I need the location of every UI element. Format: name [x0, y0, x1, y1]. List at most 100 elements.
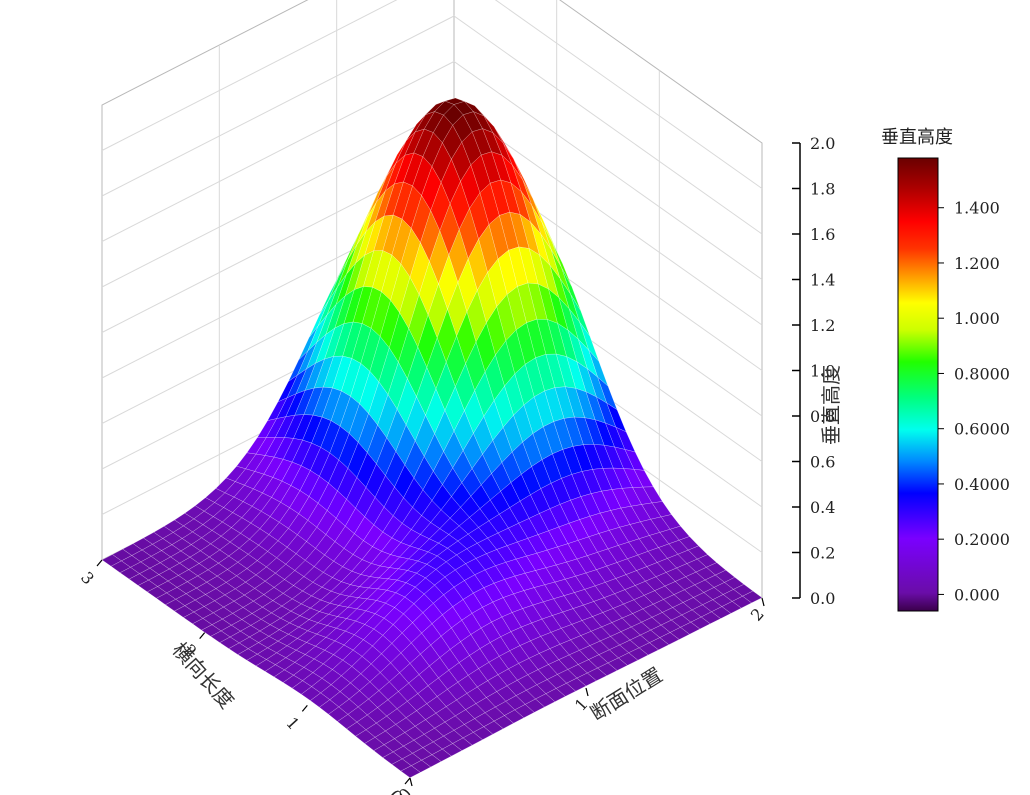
surface-cell — [268, 521, 289, 542]
colorbar-tick-label: 0.4000 — [954, 475, 1010, 494]
surface-cell — [518, 246, 539, 285]
surface-cell — [184, 599, 205, 613]
surface-cell — [514, 704, 535, 719]
surface-cell — [294, 387, 315, 416]
colorbar-tick-label: 0.000 — [954, 585, 1000, 604]
colorbar-tick-label: 1.400 — [954, 199, 1000, 218]
surface-cell — [423, 727, 445, 743]
z-axis-label: 垂直高度 — [819, 365, 843, 445]
surface-cell — [367, 176, 387, 218]
surface-cell — [326, 490, 347, 519]
surface-cell — [378, 681, 399, 701]
surface-cell — [394, 152, 415, 185]
surface-cell — [370, 653, 391, 673]
surface-cell — [498, 507, 520, 529]
surface-cell — [356, 714, 377, 731]
surface-cell — [570, 496, 591, 520]
surface-cell — [540, 482, 561, 510]
surface-cell — [401, 622, 422, 644]
surface-cell — [493, 715, 514, 729]
surface-cell — [307, 622, 328, 635]
z-tick-label: 0.4 — [810, 498, 835, 517]
surface-cell — [438, 254, 459, 310]
colorbar-tick-label: 0.8000 — [954, 364, 1010, 383]
surface-cell — [680, 621, 701, 635]
surface-cell — [456, 311, 477, 365]
surface-cell — [272, 593, 293, 607]
surface-cell — [427, 542, 448, 557]
surface-cell — [322, 355, 344, 389]
surface-cell — [350, 673, 371, 692]
surface-cell — [399, 545, 420, 560]
surface-cell — [373, 744, 394, 758]
surface-cell — [233, 484, 254, 502]
surface-cell — [337, 714, 358, 730]
surface-cell — [249, 528, 270, 546]
surface-cell — [504, 709, 525, 724]
surface-cell — [664, 581, 685, 595]
surface-cell — [185, 587, 206, 601]
surface-cell — [391, 758, 412, 772]
surface-cell — [334, 289, 355, 329]
surface-cell — [460, 634, 481, 656]
surface-cell — [335, 263, 356, 305]
surface-cell — [489, 636, 510, 657]
surface-cell — [242, 488, 263, 507]
surface-cell — [480, 473, 501, 501]
x-tick-label: 2 — [747, 604, 768, 624]
surface-cell — [416, 366, 437, 416]
surface-cell — [223, 496, 244, 513]
surface-cell — [183, 611, 204, 625]
surface-cell — [328, 706, 349, 722]
surface-cell — [579, 645, 600, 660]
surface-cell — [425, 712, 446, 729]
surface-cell — [201, 624, 222, 637]
surface-cell — [224, 588, 245, 602]
surface-cell — [313, 356, 334, 389]
surface-cell — [174, 605, 195, 618]
surface-cell — [494, 700, 516, 716]
surface-cell — [338, 234, 359, 277]
chart-walls — [101, 0, 763, 599]
surface-cell — [256, 418, 278, 438]
surface-cell — [445, 335, 466, 388]
surface-cell — [722, 589, 744, 602]
surface-cell — [526, 318, 547, 359]
surface-cell — [611, 617, 632, 632]
surface-cell — [480, 151, 501, 184]
surface-cell — [312, 386, 333, 418]
surface-cell — [452, 737, 473, 751]
surface-cell — [361, 546, 382, 564]
surface-cell — [423, 433, 444, 472]
surface-cell — [137, 579, 159, 593]
surface-cell — [324, 541, 345, 562]
surface-cell — [219, 636, 240, 649]
surface-cell — [441, 743, 463, 757]
surface-cell — [243, 588, 265, 602]
surface-cell — [250, 619, 271, 632]
surface-cell — [110, 560, 131, 573]
surface-cell — [509, 211, 530, 249]
surface-cell — [379, 299, 400, 349]
surface-cell — [484, 354, 505, 401]
surface-cell — [604, 578, 626, 595]
surface-cell — [452, 114, 473, 143]
colorbar-ticks: 0.000 0.2000 0.4000 0.6000 0.8000 1.000 1.200 1… — [938, 199, 1010, 604]
surface-cell — [308, 611, 330, 624]
surface-cell — [390, 263, 411, 314]
surface-cell — [489, 179, 510, 216]
surface-cell — [247, 544, 269, 561]
surface-cell — [691, 604, 712, 618]
surface-cell — [205, 488, 226, 503]
surface-cell — [376, 163, 397, 203]
surface-cell — [370, 550, 392, 567]
surface-cell — [601, 489, 622, 511]
surface-cell — [660, 514, 681, 530]
surface-cell — [523, 587, 544, 606]
y-tick-label: 0 — [385, 786, 406, 795]
z-tick-label: 0.6 — [810, 453, 835, 472]
surface-cell — [333, 321, 354, 357]
surface-cell — [633, 595, 654, 610]
surface-cell — [586, 667, 608, 682]
surface-cell — [434, 409, 455, 453]
